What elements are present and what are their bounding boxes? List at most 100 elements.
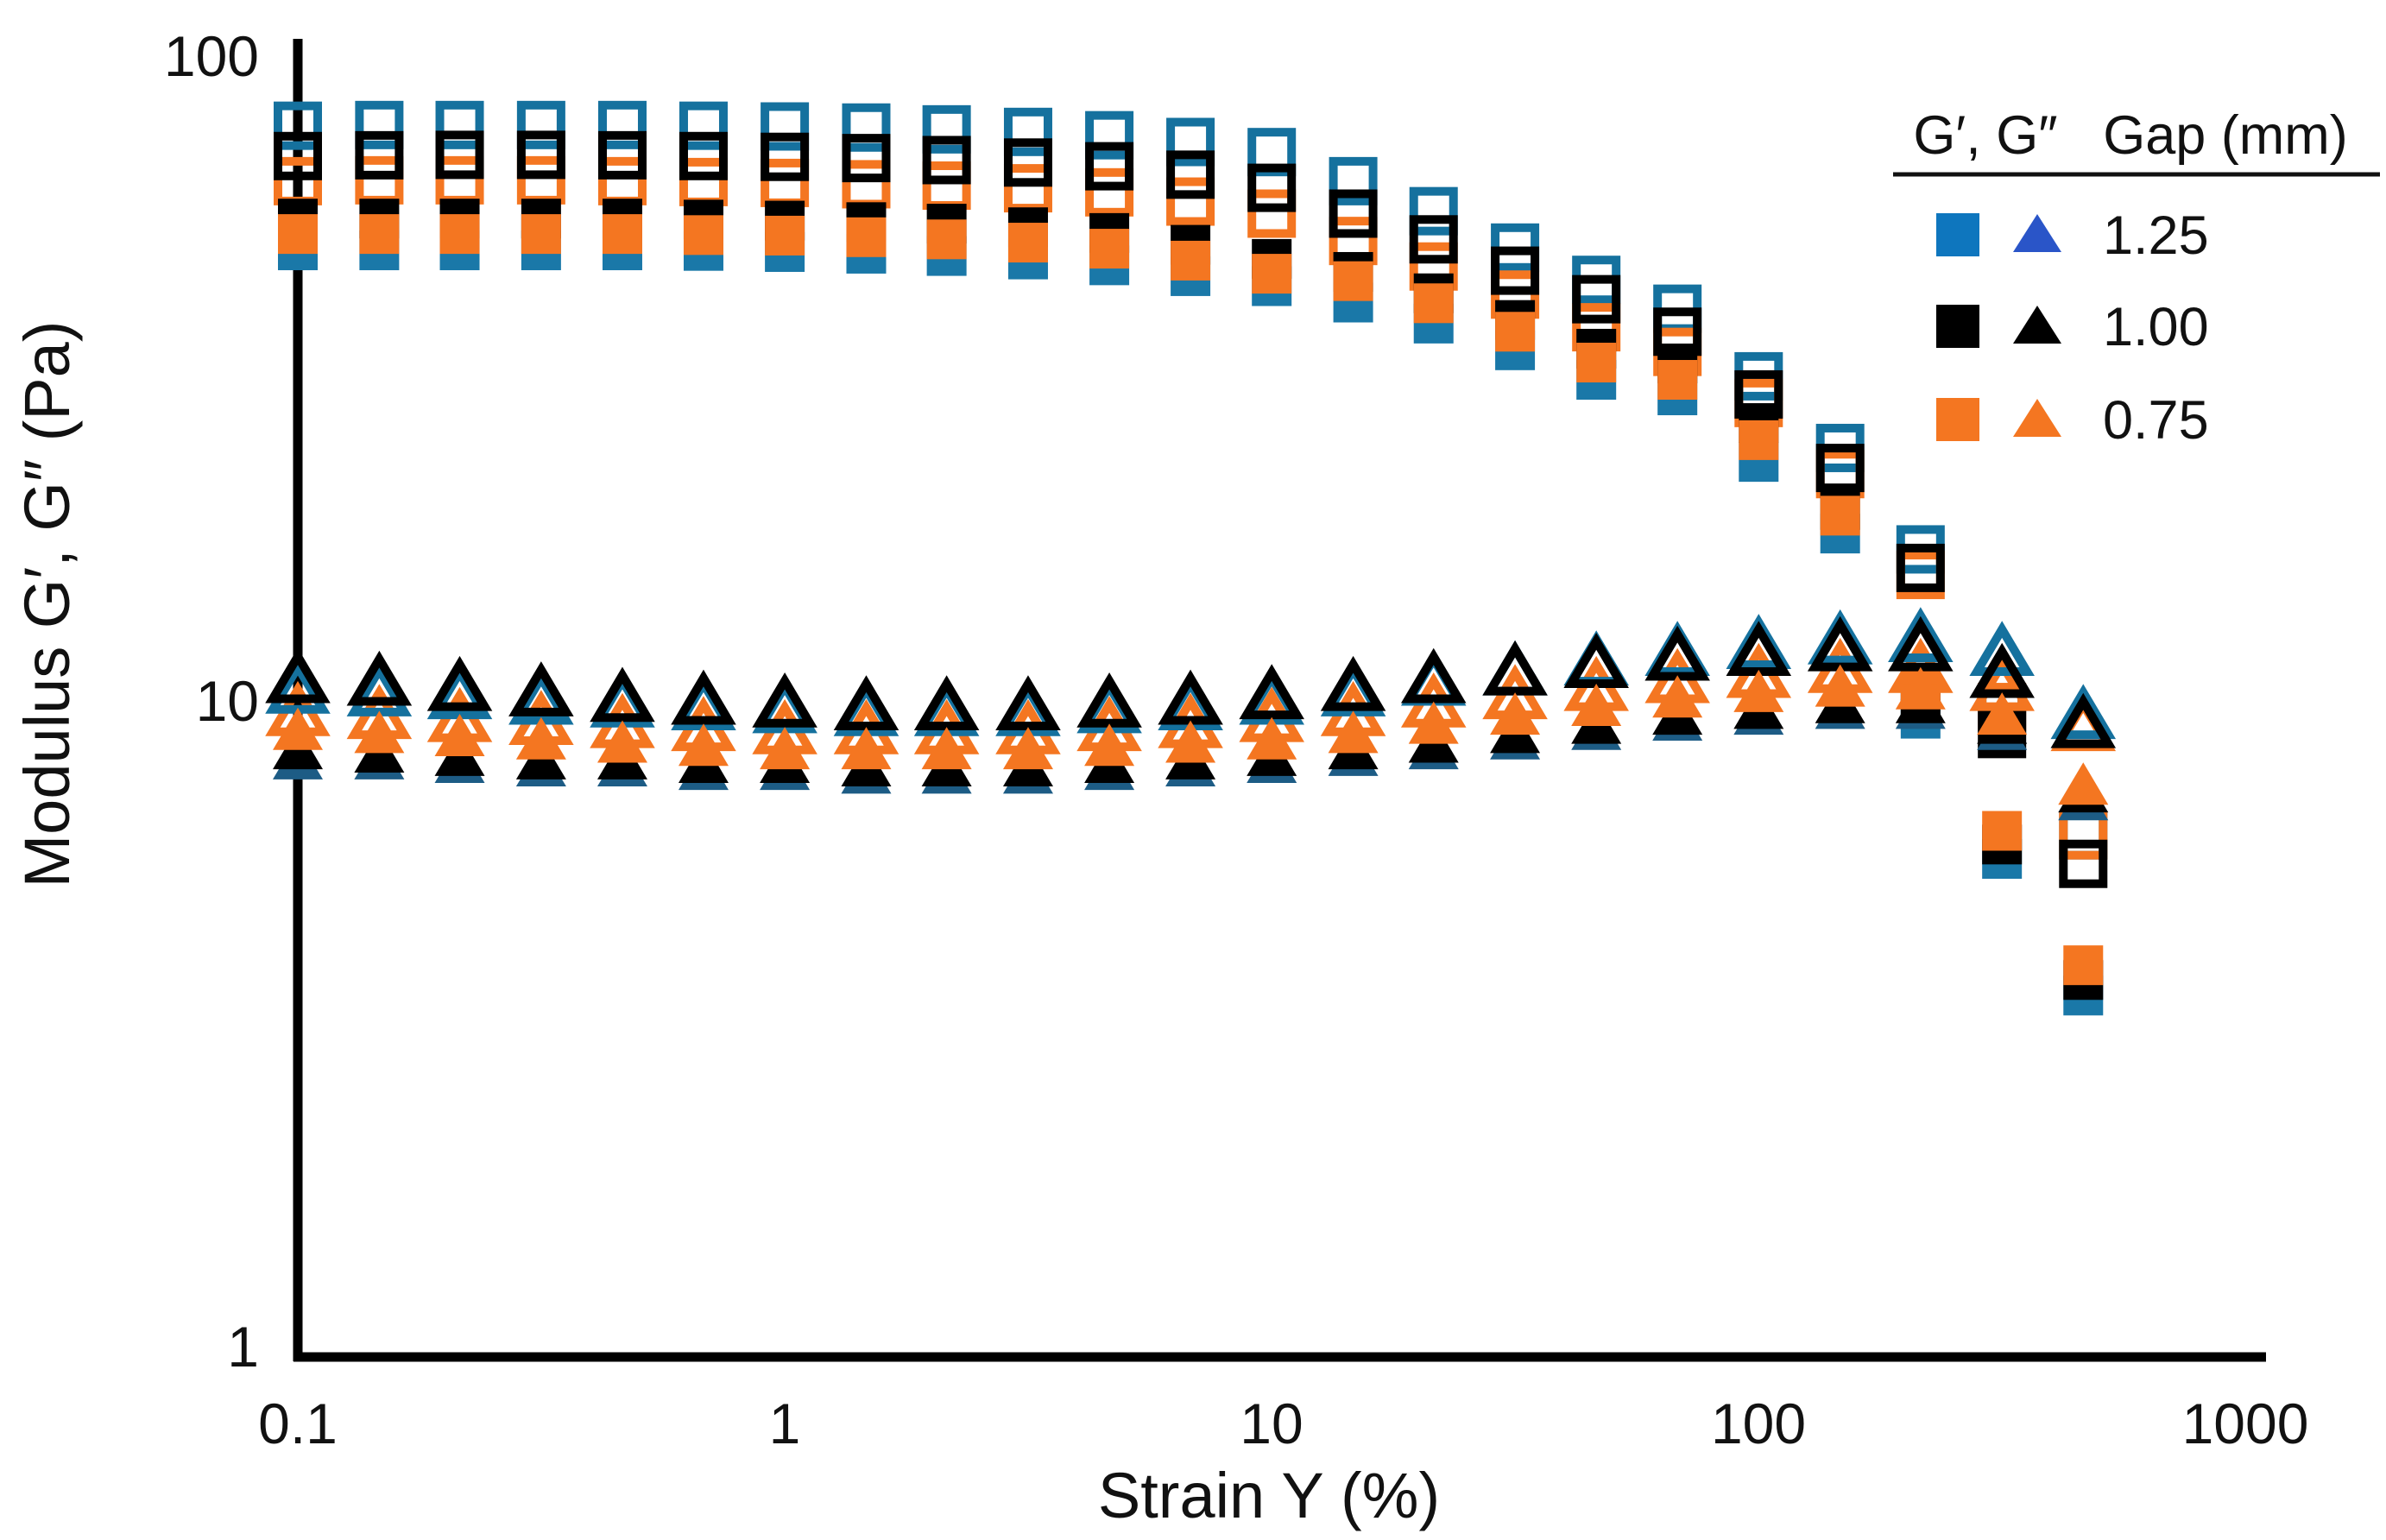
marker-filled-square-gap-0.75 [359,214,400,255]
legend: G′, G″ Gap (mm) 1.25 1.00 0.75 [1893,105,2380,451]
x-tick-1: 1 [769,1392,801,1455]
x-tick-labels: 0.1 1 10 100 1000 [258,1392,2308,1455]
marker-open-square-gap-1 [355,130,404,180]
x-tick-1000: 1000 [2182,1392,2309,1455]
marker-open-square-gap-1 [1166,150,1215,199]
marker-open-square-gap-1 [842,134,891,183]
marker-open-square-gap-0.75 [1085,167,1134,217]
marker-open-square-gap-1 [1896,543,1945,592]
marker-filled-triangle-gap-0.75 [1408,701,1459,744]
marker-open-square-gap-0.75 [1166,177,1215,226]
marker-filled-square-gap-0.75 [1089,229,1130,269]
x-tick-0p1: 0.1 [258,1392,338,1455]
marker-filled-triangle-gap-0.75 [678,723,729,767]
y-tick-labels: 100 10 1 [164,24,259,1379]
marker-open-square-gap-1 [1085,142,1134,191]
marker-open-triangle-gap-1.25 [1969,621,2035,677]
x-tick-100: 100 [1711,1392,1806,1455]
x-tick-10: 10 [1240,1392,1303,1455]
marker-filled-square-gap-0.75 [683,215,723,256]
marker-open-square-gap-0.75 [1247,189,1297,238]
marker-open-triangle-gap-1 [426,655,493,711]
marker-filled-square-gap-0.75 [926,219,967,260]
marker-open-square-gap-1 [1815,444,1865,493]
marker-open-square-gap-1 [1329,189,1378,238]
legend-triangle-swatch-orange [2013,399,2061,437]
marker-open-square-gap-0.75 [679,157,728,206]
legend-item-1.00: 1.00 [1936,297,2209,357]
marker-filled-triangle-gap-0.75 [1571,684,1622,727]
marker-filled-square-gap-0.75 [765,215,805,256]
legend-header-symbols: G′, G″ [1913,105,2057,166]
marker-open-square-gap-1.25 [922,104,971,154]
marker-open-square-gap-1 [516,130,565,180]
marker-open-square-gap-1 [1409,215,1458,264]
marker-open-triangle-gap-1 [346,650,413,706]
marker-open-square-gap-1.25 [274,101,322,150]
marker-open-square-gap-1 [922,136,971,185]
marker-filled-square-gap-0.75 [439,214,480,255]
marker-open-triangle-gap-1 [752,672,817,728]
marker-open-triangle-gap-1 [2050,692,2117,748]
marker-open-square-gap-0.75 [597,156,647,205]
marker-open-triangle-gap-1 [1888,615,1954,672]
marker-filled-triangle-gap-0.75 [921,727,972,770]
legend-header-gap: Gap (mm) [2103,105,2348,166]
marker-filled-triangle-gap-0.75 [1328,710,1379,754]
marker-filled-triangle-gap-0.75 [2058,762,2109,805]
marker-open-square-gap-0.75 [761,158,810,207]
marker-open-square-gap-1.25 [1166,117,1215,167]
marker-open-square-gap-1 [435,130,484,180]
marker-filled-square-gap-0.75 [1252,254,1292,294]
legend-label-0.75: 0.75 [2103,390,2209,451]
marker-open-square-gap-1.25 [842,103,891,152]
marker-filled-triangle-gap-0.75 [1002,727,1053,770]
marker-open-triangle-gap-1 [265,647,331,704]
marker-open-triangle-gap-1 [833,675,899,731]
marker-open-square-gap-1 [679,131,728,180]
legend-item-0.75: 0.75 [1936,390,2209,451]
marker-filled-triangle-gap-0.75 [1815,664,1865,707]
marker-open-square-gap-0.75 [355,155,404,205]
marker-open-triangle-gap-1 [671,669,736,725]
marker-filled-square-gap-0.75 [278,214,318,255]
legend-square-swatch-orange [1936,398,1979,441]
marker-filled-triangle-gap-0.75 [1247,716,1297,760]
y-tick-1: 1 [227,1315,259,1379]
y-tick-100: 100 [164,24,259,88]
marker-open-square-gap-0.75 [435,155,484,205]
marker-filled-triangle-gap-0.75 [515,716,566,760]
marker-filled-triangle-gap-0.75 [1490,692,1541,735]
legend-square-swatch-black [1936,305,1979,348]
marker-open-square-gap-1 [274,131,322,180]
marker-filled-square-gap-0.75 [1333,261,1373,301]
marker-open-square-gap-1.25 [1409,186,1458,236]
marker-filled-triangle-gap-0.75 [1977,692,2028,735]
marker-open-square-gap-1.25 [597,100,647,149]
marker-open-square-gap-1 [1003,138,1052,187]
marker-filled-square-gap-0.75 [602,214,642,255]
marker-filled-square-gap-0.75 [2063,945,2104,986]
marker-open-triangle-gap-1 [995,675,1061,731]
marker-open-square-gap-0.75 [922,161,971,210]
marker-open-square-gap-1 [1247,163,1297,212]
legend-label-1.25: 1.25 [2103,205,2209,266]
marker-open-triangle-gap-1 [1320,655,1386,711]
legend-square-swatch-blue [1936,213,1979,256]
marker-open-triangle-gap-1 [1563,633,1629,688]
marker-filled-triangle-gap-0.75 [273,707,323,750]
y-axis-title: Modulus G′, G″ (Pa) [11,321,83,888]
marker-filled-square-gap-0.75 [1576,343,1617,383]
marker-open-square-gap-1.25 [1085,110,1134,160]
marker-filled-square-gap-0.75 [1739,420,1779,460]
marker-filled-triangle-gap-0.75 [1084,723,1135,767]
marker-filled-square-gap-0.75 [1495,312,1536,352]
marker-open-triangle-gap-1 [1482,640,1548,696]
marker-open-square-gap-1 [597,130,647,180]
marker-filled-triangle-gap-0.75 [1733,669,1784,712]
marker-filled-triangle-gap-0.75 [354,710,405,754]
marker-open-square-gap-1 [1491,246,1540,295]
marker-filled-square-gap-0.75 [1171,240,1211,281]
